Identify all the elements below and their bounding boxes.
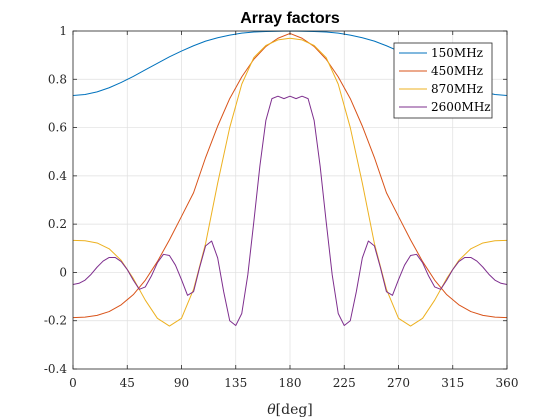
x-tick-label: 225 — [333, 376, 356, 390]
legend-entries: 150MHz 450MHz 870MHz 2600MHz — [399, 46, 491, 114]
x-tick-label: 360 — [496, 376, 519, 390]
x-tick-label: 180 — [279, 376, 302, 390]
x-tick-label: 0 — [69, 376, 77, 390]
series-line-2600mhz — [72, 95, 508, 327]
legend-label: 870MHz — [431, 82, 483, 96]
x-tick-label: 315 — [441, 376, 464, 390]
x-tick-label: 135 — [224, 376, 247, 390]
x-axis-label-symbol: θ — [267, 402, 276, 418]
legend: 150MHz 450MHz 870MHz 2600MHz — [393, 42, 493, 119]
series-line-870mhz — [72, 37, 508, 327]
legend-label: 450MHz — [431, 64, 483, 78]
chart-title: Array factors — [240, 10, 340, 27]
x-axis-label-unit: [deg] — [276, 402, 313, 418]
x-tick-label: 270 — [387, 376, 410, 390]
legend-box — [393, 42, 493, 119]
x-axis-label: θ[deg] — [267, 402, 313, 418]
y-tick-label: 0.8 — [48, 72, 67, 86]
y-tick-label: 1 — [59, 24, 67, 38]
y-tick-label: 0.6 — [48, 121, 67, 135]
y-tick-label: 0 — [59, 265, 67, 279]
y-tick-label: -0.2 — [44, 314, 67, 328]
y-tick-label: 0.2 — [48, 217, 67, 231]
axis-ticks: 0 45 90 135 180 225 270 315 360 -0.4 -0.2 0 0.2 0.4 0.… — [44, 24, 519, 390]
y-tick-label: 0.4 — [48, 169, 67, 183]
legend-label: 2600MHz — [431, 100, 491, 114]
legend-label: 150MHz — [431, 46, 483, 60]
x-tick-label: 45 — [120, 376, 135, 390]
y-tick-label: -0.4 — [44, 362, 68, 376]
x-tick-label: 90 — [174, 376, 189, 390]
